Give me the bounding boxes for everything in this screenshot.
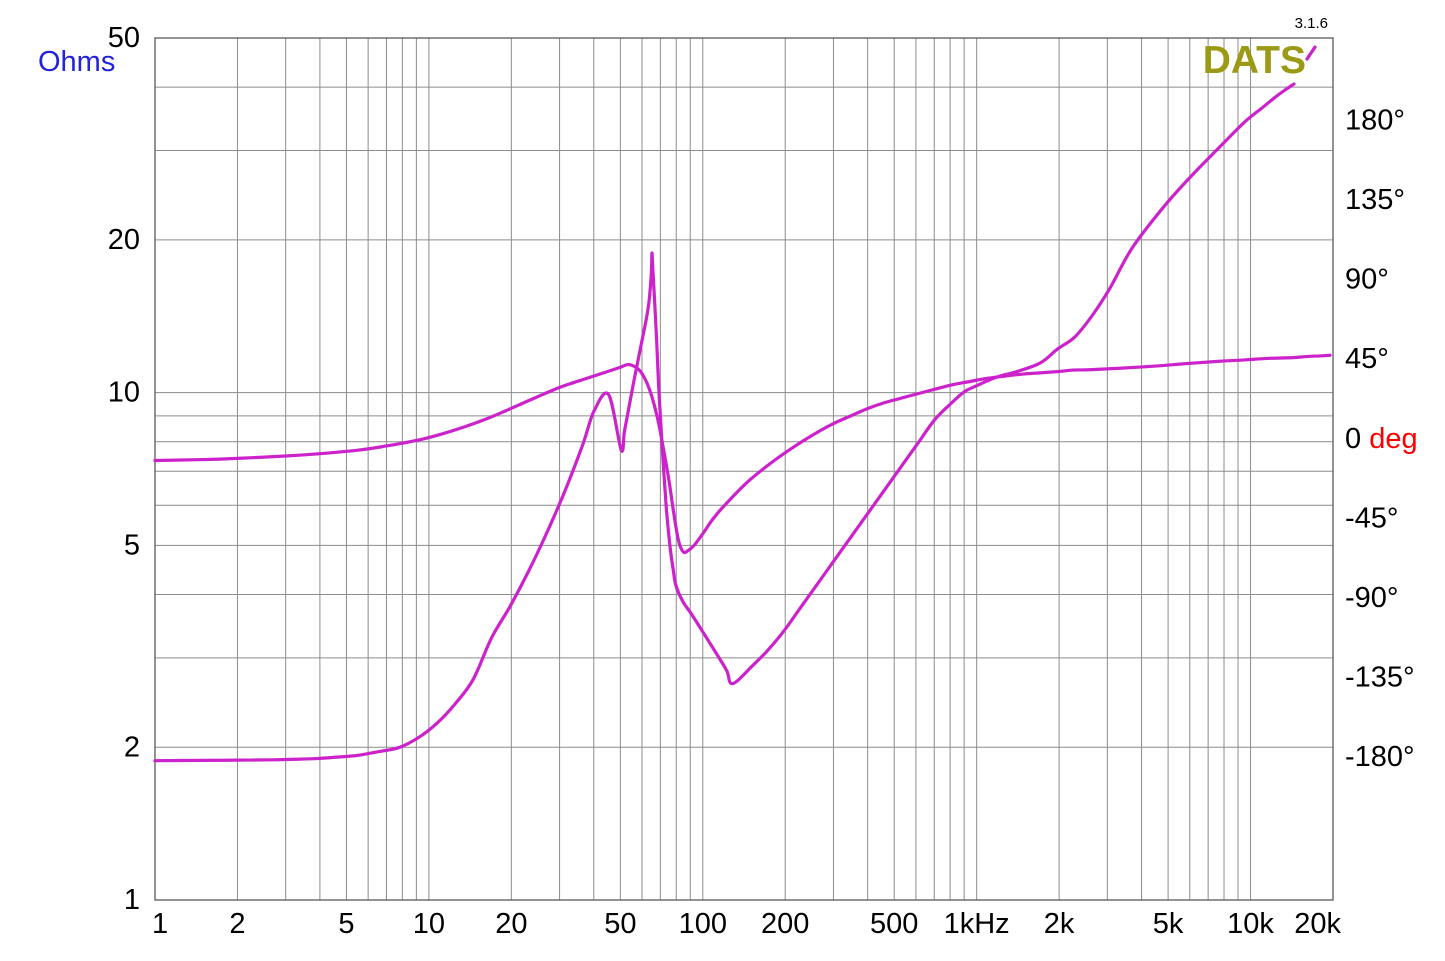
- svg-text:-180°: -180°: [1345, 741, 1415, 773]
- svg-text:45°: 45°: [1345, 343, 1389, 375]
- svg-text:-135°: -135°: [1345, 662, 1415, 694]
- svg-text:180°: 180°: [1345, 104, 1405, 136]
- svg-text:50: 50: [604, 908, 636, 940]
- svg-text:2k: 2k: [1044, 908, 1075, 940]
- svg-text:Ohms: Ohms: [38, 46, 115, 78]
- svg-text:1: 1: [152, 908, 168, 940]
- svg-text:-45°: -45°: [1345, 502, 1399, 534]
- svg-text:135°: 135°: [1345, 184, 1405, 216]
- svg-text:20: 20: [108, 224, 140, 256]
- svg-text:0 deg: 0 deg: [1345, 423, 1418, 455]
- svg-text:500: 500: [870, 908, 918, 940]
- svg-text:20: 20: [495, 908, 527, 940]
- svg-text:2: 2: [229, 908, 245, 940]
- svg-text:DATS: DATS: [1203, 39, 1306, 82]
- svg-text:20k: 20k: [1294, 908, 1341, 940]
- svg-text:1kHz: 1kHz: [944, 908, 1010, 940]
- svg-text:10: 10: [108, 377, 140, 409]
- svg-text:5: 5: [338, 908, 354, 940]
- svg-text:5k: 5k: [1153, 908, 1184, 940]
- svg-text:2: 2: [124, 731, 140, 763]
- svg-text:5: 5: [124, 529, 140, 561]
- svg-text:200: 200: [761, 908, 809, 940]
- svg-text:100: 100: [679, 908, 727, 940]
- svg-text:90°: 90°: [1345, 264, 1389, 296]
- svg-text:10: 10: [413, 908, 445, 940]
- svg-text:1: 1: [124, 884, 140, 916]
- svg-text:3.1.6: 3.1.6: [1295, 15, 1328, 32]
- svg-text:10k: 10k: [1227, 908, 1274, 940]
- svg-text:-90°: -90°: [1345, 582, 1399, 614]
